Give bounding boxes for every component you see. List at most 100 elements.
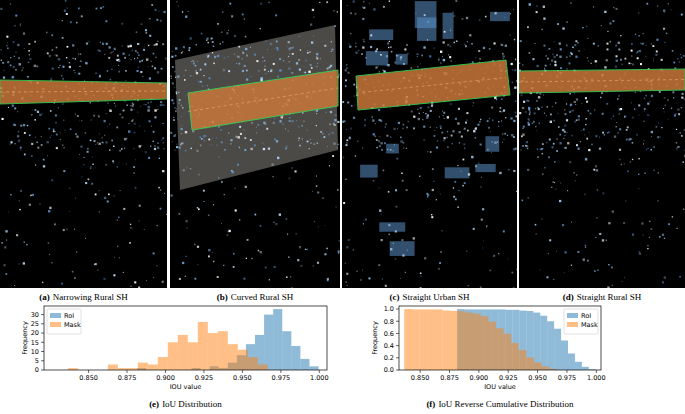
cloud-point (254, 54, 256, 56)
cloud-point (542, 153, 544, 155)
cloud-point (173, 119, 175, 121)
cloud-point (311, 42, 313, 44)
cloud-point (258, 70, 259, 71)
cloud-point (423, 112, 424, 113)
cloud-point (69, 211, 71, 213)
cloud-point (196, 60, 198, 62)
cloud-point (114, 48, 116, 50)
cloud-point (623, 222, 625, 224)
cloud-point (348, 239, 350, 241)
cloud-point (443, 115, 444, 116)
cloud-point (15, 143, 16, 144)
cloud-point (78, 54, 79, 55)
cloud-point (450, 30, 451, 31)
cloud-point (632, 117, 634, 119)
cloud-point (418, 118, 420, 120)
cloud-point (431, 216, 433, 218)
cloud-point (343, 157, 345, 159)
cloud-point (600, 97, 601, 98)
cloud-point (104, 134, 106, 136)
cloud-point (36, 65, 38, 67)
cloud-point (332, 155, 334, 157)
cloud-point (226, 32, 228, 34)
cloud-point (99, 211, 100, 212)
cloud-point (588, 110, 590, 112)
cloud-point (126, 138, 128, 140)
cloud-point (586, 138, 588, 140)
cloud-point (7, 48, 9, 50)
cloud-point (640, 43, 641, 44)
image-background (519, 0, 685, 288)
cloud-point (379, 145, 381, 147)
cloud-point (616, 8, 618, 10)
cloud-point (664, 12, 665, 13)
cloud-point (216, 137, 218, 139)
cloud-point (320, 131, 322, 133)
cloud-point (123, 53, 125, 55)
cloud-point (250, 139, 252, 141)
cloud-point (221, 141, 223, 143)
cloud-point (306, 249, 308, 251)
cloud-point (289, 117, 290, 118)
cloud-point (597, 61, 598, 62)
cloud-point (198, 174, 200, 176)
cloud-point (109, 150, 110, 151)
cloud-point (420, 273, 422, 275)
cloud-point (274, 138, 276, 140)
cloud-point (593, 6, 594, 7)
cloud-point (181, 143, 182, 144)
cloud-point (200, 137, 201, 138)
cloud-point (365, 119, 366, 120)
cloud-point (547, 276, 549, 278)
cloud-point (66, 229, 68, 231)
cloud-point (317, 262, 319, 264)
cloud-point (681, 57, 682, 58)
cloud-point (200, 69, 202, 71)
cloud-point (87, 151, 89, 153)
cloud-point (111, 51, 113, 53)
cloud-point (529, 113, 530, 114)
cloud-point (602, 239, 604, 241)
cloud-point (322, 197, 324, 199)
cloud-point (350, 33, 351, 34)
cloud-point (139, 220, 140, 221)
cloud-point (447, 137, 448, 138)
cloud-point (231, 15, 233, 17)
cloud-point (381, 149, 383, 151)
cloud-point (652, 45, 654, 47)
cloud-point (381, 239, 383, 241)
cloud-point (139, 126, 140, 127)
cloud-point (209, 77, 211, 79)
cloud-point (574, 101, 576, 103)
cloud-point (238, 56, 240, 58)
cloud-point (378, 141, 380, 143)
cloud-point (141, 23, 143, 25)
cloud-point (547, 58, 549, 60)
cloud-point (576, 119, 578, 121)
cloud-point (362, 46, 364, 48)
cloud-point (419, 176, 420, 177)
cloud-point (58, 58, 60, 60)
cloud-point (81, 15, 83, 17)
cloud-point (396, 206, 398, 208)
cloud-point (204, 201, 205, 202)
cloud-point (273, 63, 274, 64)
cloud-point (288, 130, 289, 131)
cloud-point (644, 121, 645, 122)
cloud-point (338, 252, 339, 253)
cloud-point (668, 223, 670, 225)
cloud-point (160, 104, 162, 106)
cloud-point (677, 146, 679, 148)
cloud-point (80, 60, 82, 62)
cloud-point (379, 210, 381, 212)
cloud-point (182, 11, 183, 12)
cloud-point (222, 11, 224, 13)
cloud-point (160, 101, 162, 103)
cloud-point (218, 177, 219, 178)
building (417, 17, 436, 40)
cloud-point (163, 142, 164, 143)
cloud-point (191, 61, 192, 62)
cloud-point (47, 155, 48, 156)
cloud-point (125, 80, 126, 81)
cloud-point (175, 110, 177, 112)
